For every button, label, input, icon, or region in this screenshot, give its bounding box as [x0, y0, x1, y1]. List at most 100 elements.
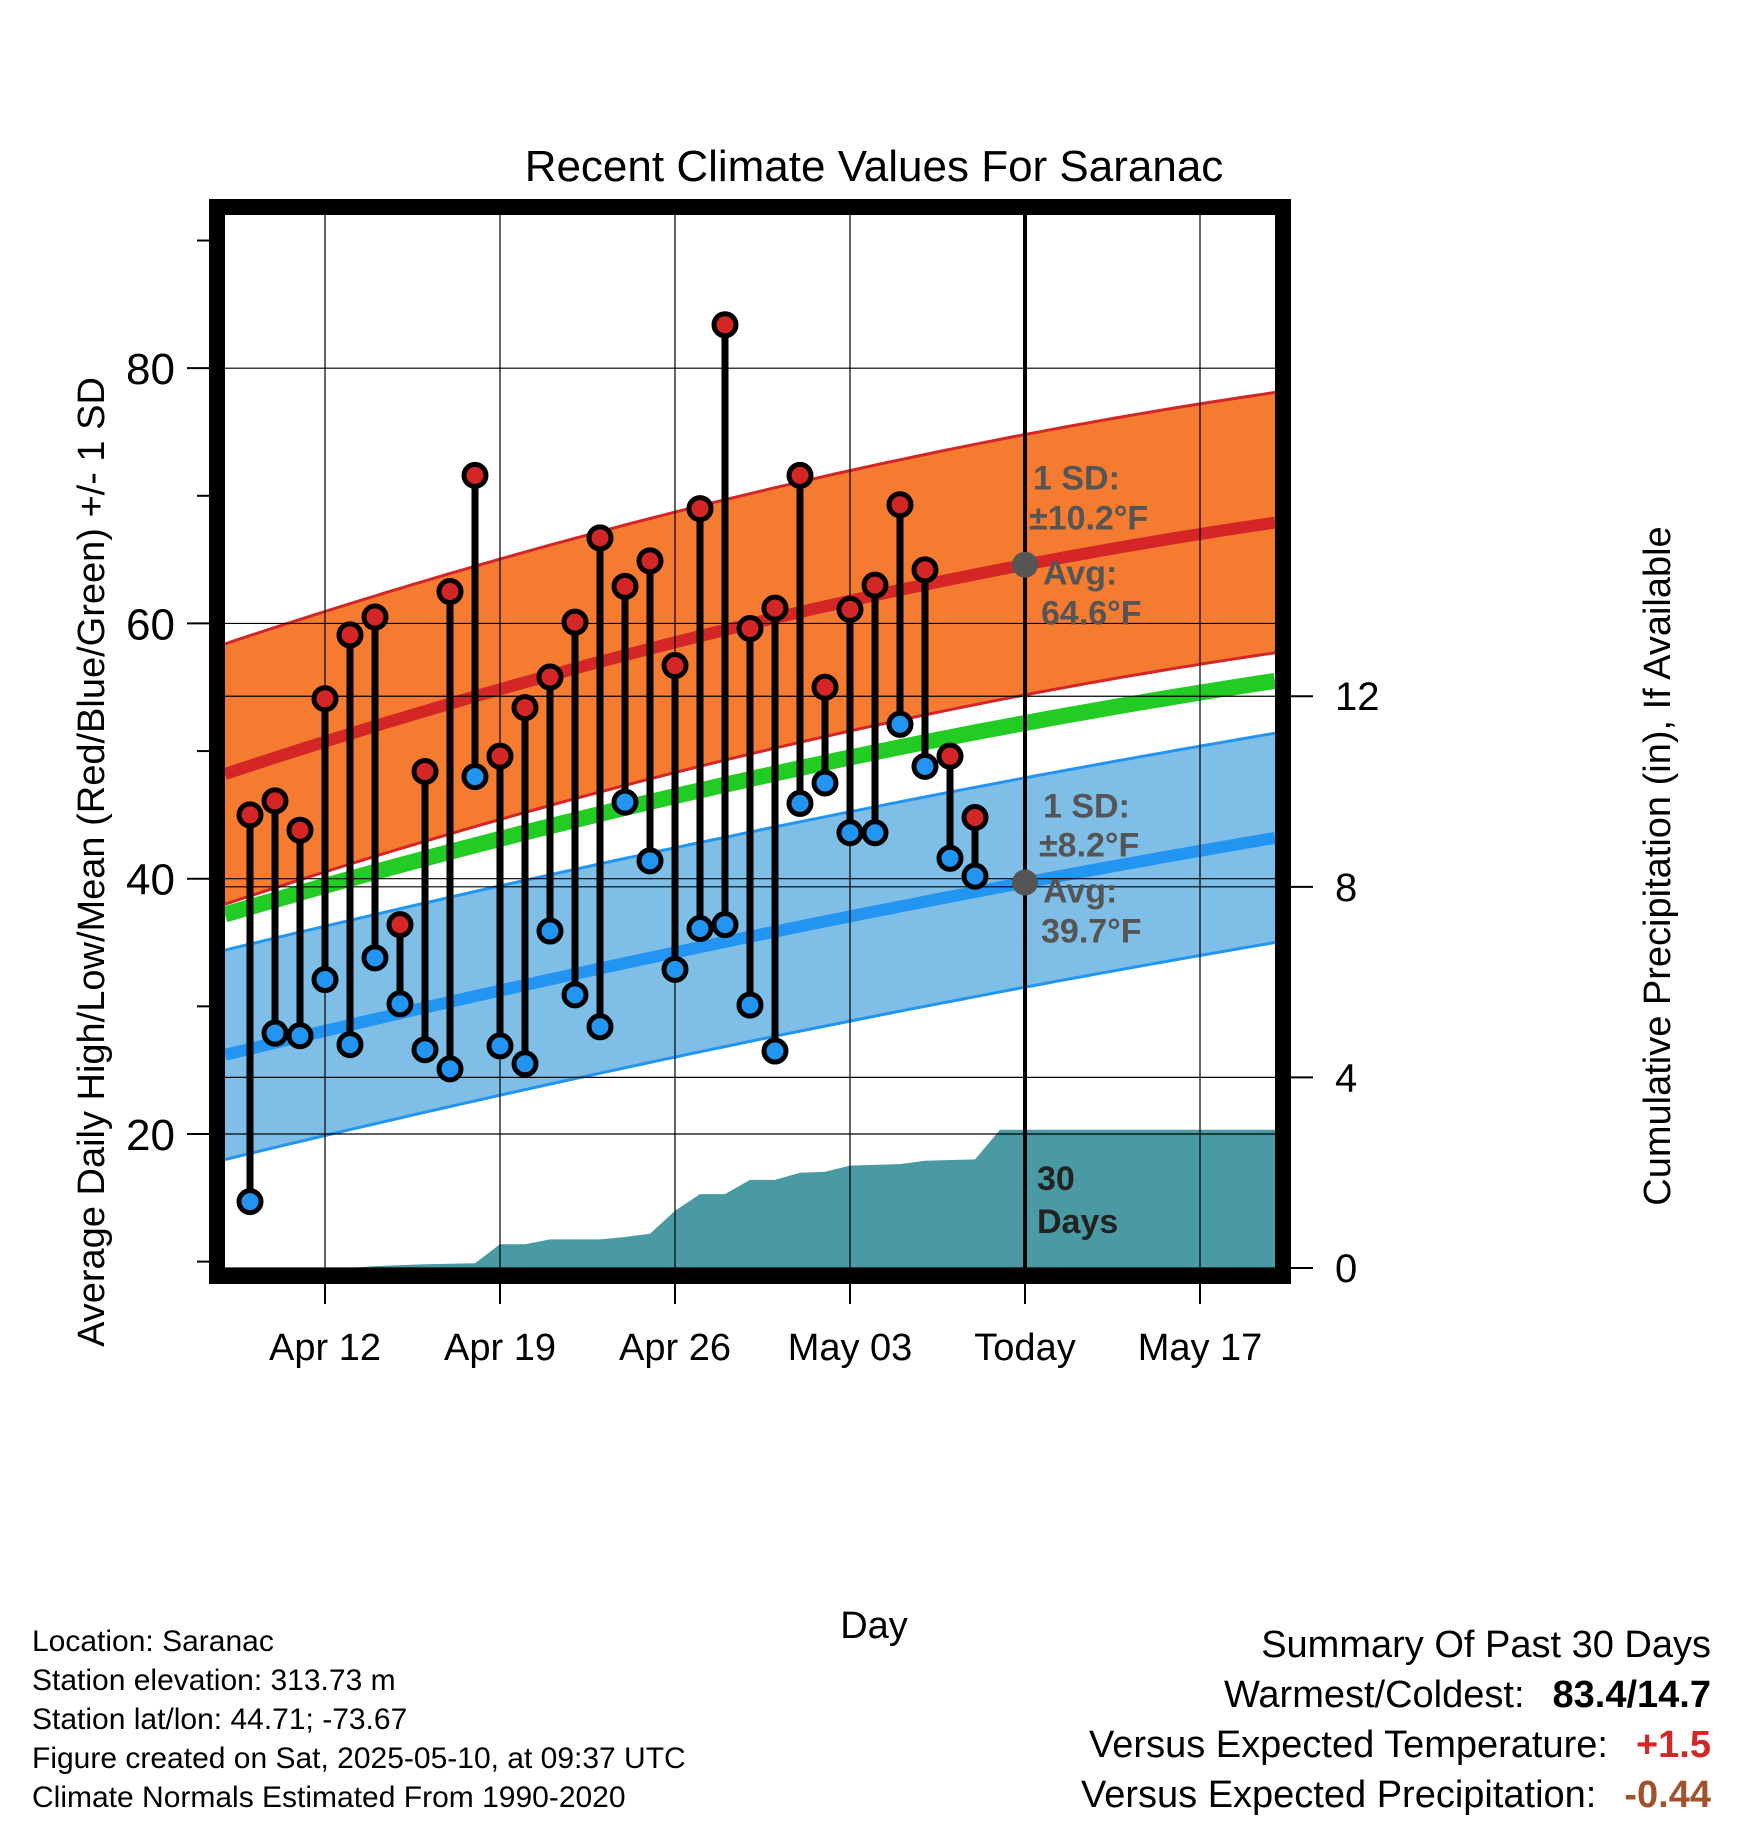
- daily-low-point: [861, 819, 889, 847]
- normals-text: Climate Normals Estimated From 1990-2020: [32, 1781, 626, 1814]
- low-avg-value: 39.7°F: [1041, 913, 1142, 951]
- elevation-text: Station elevation: 313.73 m: [32, 1664, 396, 1697]
- daily-low-point: [836, 819, 864, 847]
- high-avg-label: Avg:: [1043, 555, 1117, 593]
- daily-high-point: [461, 461, 489, 489]
- daily-high-point: [561, 608, 589, 636]
- daily-high-point: [886, 491, 914, 519]
- warm-value: 83.4/14.7: [1552, 1674, 1711, 1716]
- x-tick-label: Today: [974, 1327, 1075, 1369]
- low-avg-label: Avg:: [1043, 873, 1117, 911]
- daily-high-point: [361, 603, 389, 631]
- x-tick-label: May 03: [788, 1327, 913, 1369]
- daily-high-point: [786, 461, 814, 489]
- x-axis-label: Day: [840, 1605, 908, 1647]
- y-tick-label: 20: [126, 1111, 175, 1160]
- daily-high-point: [586, 524, 614, 552]
- daily-low-point: [311, 966, 339, 994]
- x-tick-label: Apr 26: [619, 1327, 731, 1369]
- high-avg-value: 64.6°F: [1041, 595, 1142, 633]
- daily-low-point: [811, 769, 839, 797]
- high-sd-label: 1 SD:: [1033, 460, 1120, 498]
- daily-low-point: [636, 847, 664, 875]
- daily-low-point: [461, 763, 489, 791]
- daily-high-point: [761, 594, 789, 622]
- daily-high-point: [261, 787, 289, 815]
- daily-high-point: [536, 663, 564, 691]
- daily-high-point: [736, 615, 764, 643]
- precip-label: Versus Expected Precipitation:: [1080, 1774, 1597, 1816]
- daily-high-point: [711, 311, 739, 339]
- daily-high-point: [961, 803, 989, 831]
- high-sd-value: ±10.2°F: [1029, 500, 1148, 538]
- daily-low-point: [786, 789, 814, 817]
- y2-tick-label: 0: [1335, 1247, 1357, 1291]
- y2-tick-label: 12: [1335, 675, 1380, 719]
- summary-warm-row: Warmest/Coldest: 83.4/14.7: [1081, 1670, 1711, 1720]
- summary-panel: Summary Of Past 30 Days Warmest/Coldest:…: [1081, 1620, 1711, 1820]
- daily-low-point: [486, 1032, 514, 1060]
- daily-low-point: [436, 1055, 464, 1083]
- daily-high-point: [661, 652, 689, 680]
- x-tick-label: Apr 12: [269, 1327, 381, 1369]
- daily-low-point: [686, 914, 714, 942]
- station-info: Location: Saranac Station elevation: 313…: [32, 1622, 686, 1817]
- high-avg-marker: [1012, 551, 1038, 578]
- daily-low-point: [586, 1013, 614, 1041]
- y2-tick-label: 4: [1335, 1056, 1357, 1100]
- days-word-label: Days: [1037, 1203, 1118, 1241]
- daily-low-point: [411, 1036, 439, 1064]
- x-tick-label: Apr 19: [444, 1327, 556, 1369]
- daily-low-point: [236, 1188, 264, 1216]
- temp-label: Versus Expected Temperature:: [1089, 1724, 1608, 1766]
- plot-area: [225, 215, 1275, 1268]
- daily-low-point: [511, 1050, 539, 1078]
- warm-label: Warmest/Coldest:: [1223, 1674, 1525, 1716]
- y-axis-label: Average Daily High/Low/Mean (Red/Blue/Gr…: [71, 377, 113, 1347]
- daily-high-point: [861, 571, 889, 599]
- daily-high-point: [936, 742, 964, 770]
- precip-area: [225, 1129, 1275, 1268]
- daily-high-point: [911, 556, 939, 584]
- daily-high-point: [486, 742, 514, 770]
- daily-high-point: [511, 694, 539, 722]
- daily-low-point: [936, 844, 964, 872]
- daily-low-point: [261, 1019, 289, 1047]
- daily-low-point: [736, 991, 764, 1019]
- daily-high-point: [286, 816, 314, 844]
- created-text: Figure created on Sat, 2025-05-10, at 09…: [32, 1742, 686, 1775]
- daily-low-point: [386, 990, 414, 1018]
- y-tick-label: 80: [126, 345, 175, 394]
- high-band-upper-edge: [225, 390, 1275, 646]
- daily-low-point: [911, 752, 939, 780]
- daily-high-point: [311, 685, 339, 713]
- daily-high-point: [611, 572, 639, 600]
- summary-precip-row: Versus Expected Precipitation: -0.44: [1081, 1770, 1711, 1820]
- daily-high-point: [411, 757, 439, 785]
- days-count-label: 30: [1037, 1160, 1075, 1198]
- daily-low-point: [961, 862, 989, 890]
- daily-low-point: [536, 917, 564, 945]
- daily-low-point: [286, 1022, 314, 1050]
- precip-value: -0.44: [1624, 1774, 1711, 1816]
- low-avg-marker: [1012, 869, 1038, 896]
- daily-high-point: [386, 911, 414, 939]
- daily-low-point: [886, 710, 914, 738]
- plot-frame: [209, 199, 1291, 1284]
- daily-high-point: [236, 801, 264, 829]
- daily-high-point: [836, 595, 864, 623]
- daily-high-point: [686, 495, 714, 523]
- temp-value: +1.5: [1635, 1724, 1711, 1766]
- chart-title: Recent Climate Values For Saranac: [525, 142, 1224, 191]
- y2-tick-label: 8: [1335, 866, 1357, 910]
- latlon-text: Station lat/lon: 44.71; -73.67: [32, 1703, 408, 1736]
- location-text: Location: Saranac: [32, 1625, 274, 1658]
- daily-high-point: [636, 547, 664, 575]
- low-sd-value: ±8.2°F: [1039, 827, 1139, 865]
- low-sd-label: 1 SD:: [1043, 788, 1130, 826]
- y2-axis-label: Cumulative Precipitation (in), If Availa…: [1637, 526, 1679, 1205]
- summary-title: Summary Of Past 30 Days: [1261, 1624, 1711, 1666]
- daily-low-point: [661, 955, 689, 983]
- summary-temp-row: Versus Expected Temperature: +1.5: [1081, 1720, 1711, 1770]
